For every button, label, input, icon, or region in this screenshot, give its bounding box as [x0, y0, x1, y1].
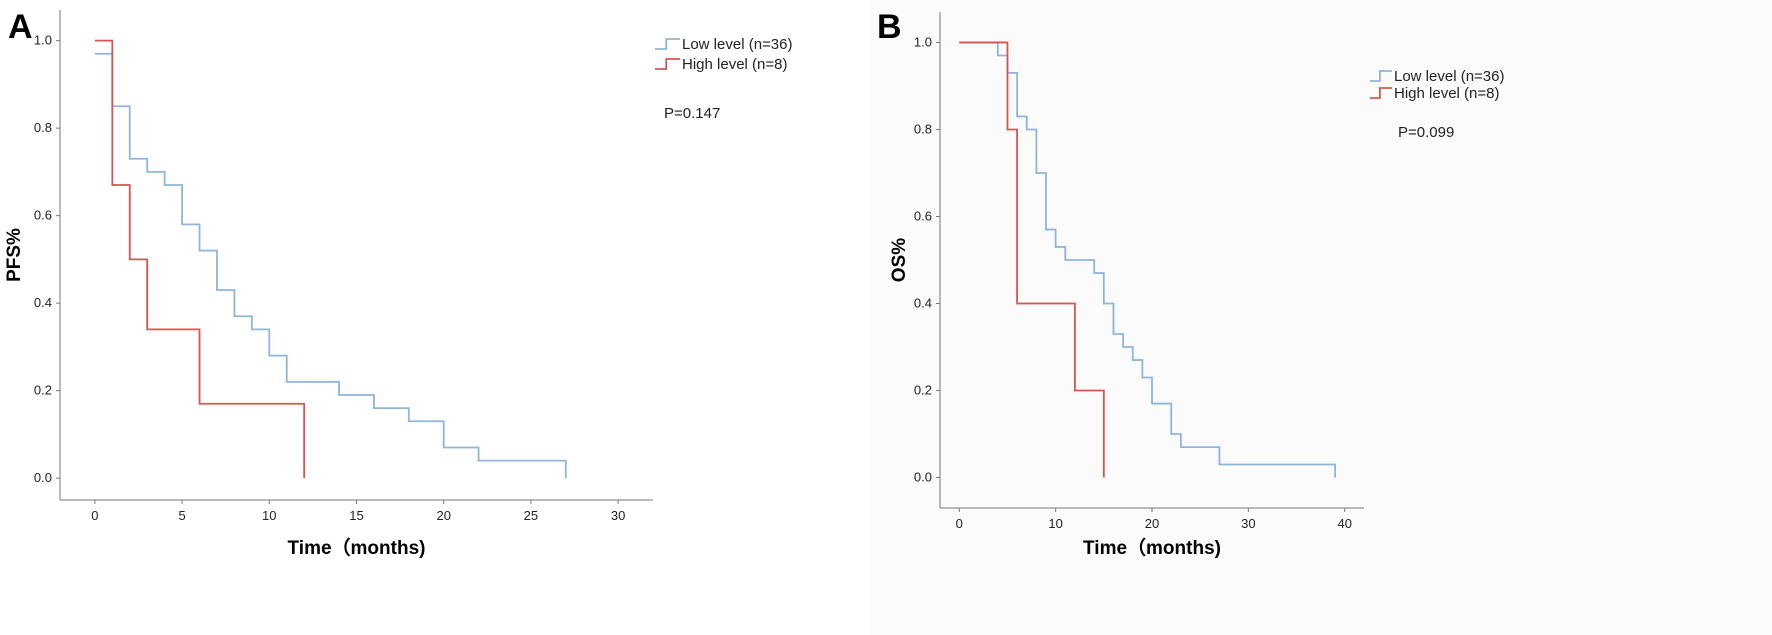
x-axis-title: Time（months)	[1083, 536, 1221, 559]
y-tick-label: 0.6	[914, 208, 932, 223]
y-axis-title: OS%	[889, 238, 910, 282]
y-tick-label: 0.0	[34, 470, 52, 485]
y-tick-label: 0.4	[34, 295, 52, 310]
x-tick-label: 20	[436, 508, 450, 523]
legend-entry: Low level (n=36)	[1394, 68, 1504, 85]
y-tick-label: 0.2	[34, 383, 52, 398]
y-tick-label: 1.0	[914, 34, 932, 49]
legend-entry: High level (n=8)	[682, 56, 787, 73]
panel-b: B 0.0 0.2 0.4 0.6 0.8 1.0 0 10 20 30 40 Time（months)…	[870, 0, 1772, 635]
panel-letter: A	[8, 8, 33, 46]
y-axis-title: PFS%	[4, 228, 25, 282]
legend-symbol	[1370, 70, 1392, 82]
x-tick-label: 0	[956, 516, 963, 531]
x-tick-label: 30	[611, 508, 625, 523]
legend-entry: High level (n=8)	[1394, 85, 1499, 102]
x-tick-label: 0	[91, 508, 98, 523]
panel-letter: B	[877, 8, 902, 46]
series-line-low	[94, 52, 567, 479]
y-tick-label: 0.8	[914, 121, 932, 136]
p-value-annotation: P=0.099	[1398, 124, 1454, 141]
series-line-high	[94, 39, 306, 479]
p-value-annotation: P=0.147	[664, 105, 720, 122]
panel-background	[870, 0, 1772, 635]
legend-symbol	[655, 58, 680, 70]
y-tick-label: 0.8	[34, 120, 52, 135]
y-tick-label: 0.4	[914, 296, 932, 311]
x-tick-label: 5	[178, 508, 185, 523]
y-tick-label: 0.2	[914, 383, 932, 398]
x-tick-label: 10	[262, 508, 276, 523]
series-line-low	[959, 41, 1336, 478]
x-tick-label: 15	[349, 508, 363, 523]
y-tick-label: 0.0	[914, 470, 932, 485]
series-line-high	[959, 41, 1105, 478]
x-tick-label: 25	[524, 508, 538, 523]
x-tick-label: 40	[1337, 516, 1351, 531]
x-tick-label: 20	[1145, 516, 1159, 531]
x-tick-label: 30	[1241, 516, 1255, 531]
legend-entry: Low level (n=36)	[682, 36, 792, 53]
legend-symbol	[1370, 87, 1392, 99]
y-tick-label: 1.0	[34, 33, 52, 48]
panel-a: A 0.0 0.2 0.4 0.6 0.8 1.0 0 5 10 15 20 25 30 Time（mont…	[4, 8, 792, 559]
x-tick-label: 10	[1048, 516, 1062, 531]
y-tick-label: 0.6	[34, 208, 52, 223]
x-axis-title: Time（months)	[288, 536, 426, 559]
legend-symbol	[655, 38, 680, 50]
